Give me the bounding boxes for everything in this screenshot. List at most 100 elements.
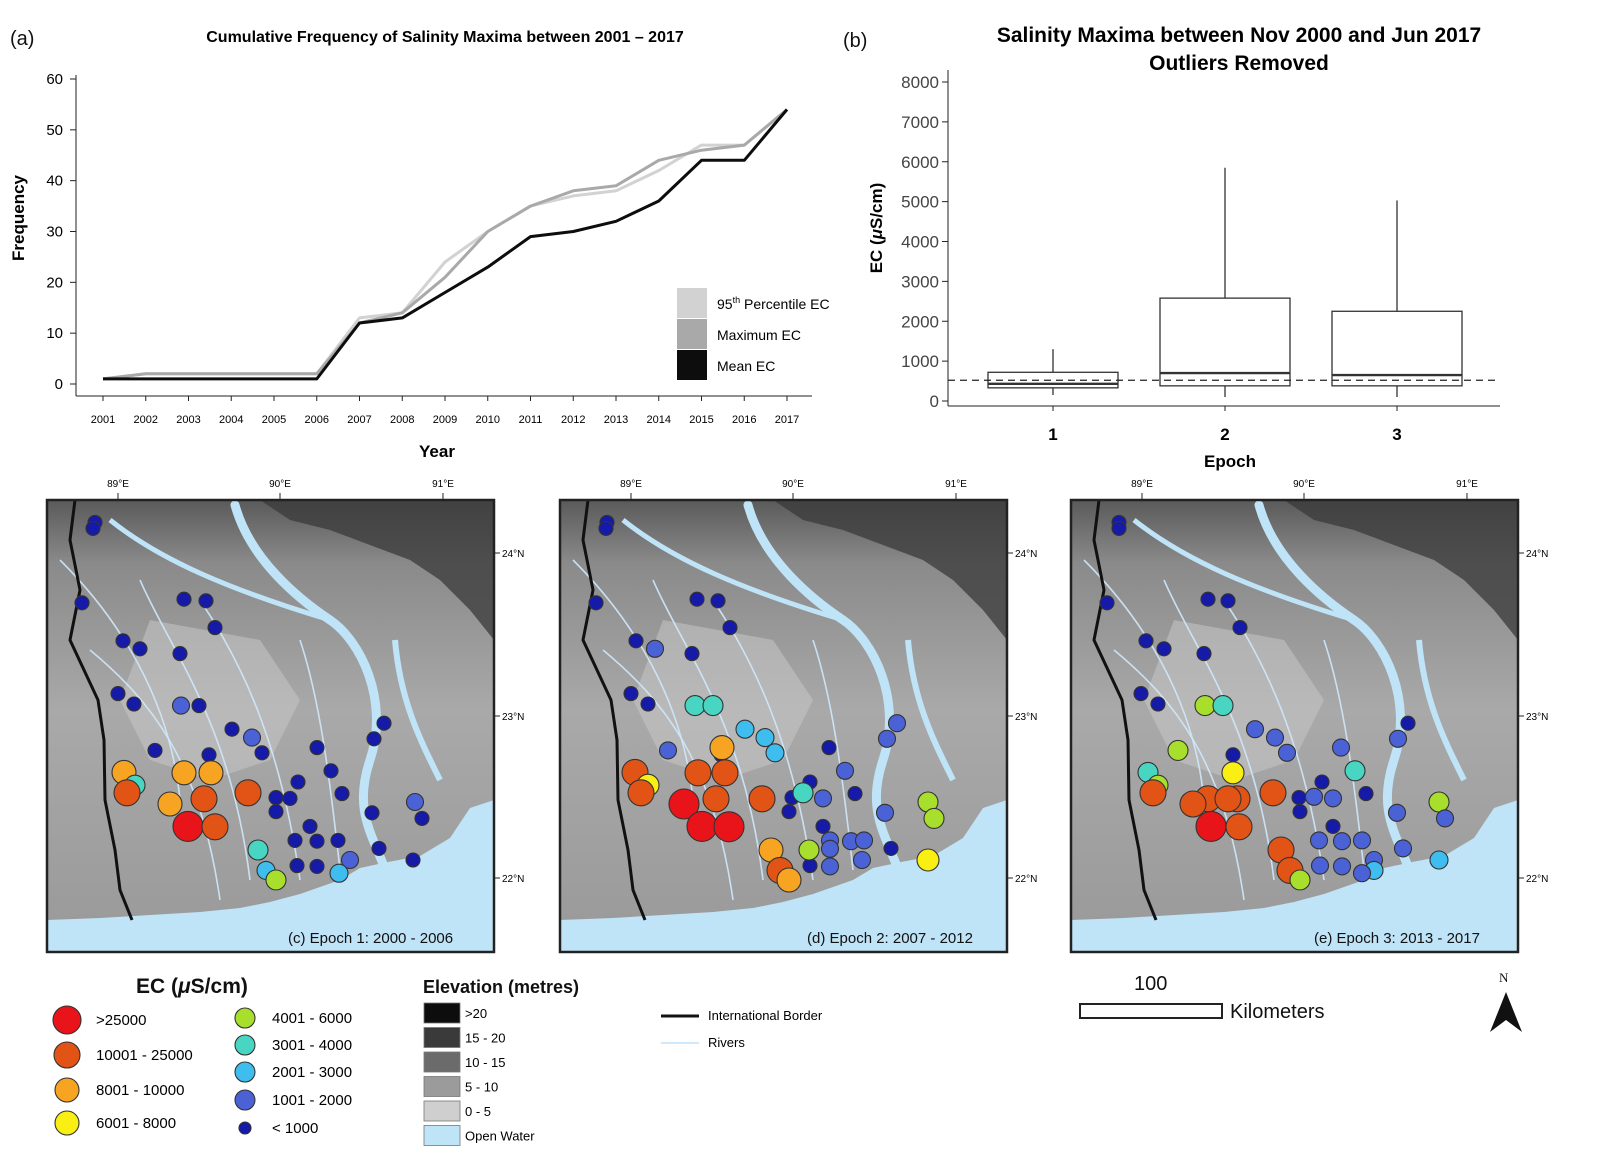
map-sample-point xyxy=(627,779,655,807)
map-river xyxy=(139,579,251,881)
map-sample-point xyxy=(1220,593,1236,609)
map-sample-point xyxy=(172,810,204,842)
map-sample-point xyxy=(329,863,349,883)
map-lat-label: 24°N xyxy=(502,549,524,560)
chart-a-xtick-label: 2013 xyxy=(604,414,628,426)
map-sample-point xyxy=(821,740,837,756)
map-sample-point xyxy=(1225,813,1253,841)
map-sample-point xyxy=(883,840,899,856)
map-river xyxy=(1083,559,1205,801)
map-sample-point xyxy=(1428,791,1450,813)
chart-b-xlabel: Epoch xyxy=(1204,452,1256,471)
chart-a-xtick-label: 2001 xyxy=(91,414,115,426)
chart-b-box-3 xyxy=(1331,310,1463,387)
ec-legend-title: EC (μS/cm) xyxy=(136,975,248,998)
chart-a-xtick-label: 2016 xyxy=(732,414,756,426)
map-sample-point xyxy=(776,867,802,893)
map-sample-point xyxy=(887,714,907,733)
ec-legend-label: 10001 - 25000 xyxy=(96,1047,193,1064)
ec-legend-symbol xyxy=(238,1121,252,1135)
elevation-legend-title: Elevation (metres) xyxy=(423,977,580,997)
map-river xyxy=(59,559,181,801)
map-sample-point xyxy=(1310,856,1330,875)
map-sample-point xyxy=(709,735,735,761)
map-sample-point xyxy=(147,742,163,758)
chart-a-xtick-label: 2012 xyxy=(561,414,585,426)
map-lat-label: 24°N xyxy=(1015,549,1037,560)
map-panel-1 xyxy=(47,500,494,952)
map-sample-point xyxy=(309,740,325,756)
chart-b-ytick-label: 3000 xyxy=(901,272,939,291)
chart-a-ytick-label: 0 xyxy=(55,376,63,393)
map-sample-point xyxy=(1393,839,1413,858)
ec-legend: >25000 10001 - 25000 8001 - 10000 6001 - 80… xyxy=(52,1005,352,1137)
map-sample-point xyxy=(376,715,392,731)
legend-label-95th-percentile: 95th Percentile EC xyxy=(717,295,830,312)
elevation-legend-swatch xyxy=(423,1002,461,1024)
map-sample-point xyxy=(1099,595,1115,611)
chart-a-xtick-label: 2014 xyxy=(647,414,671,426)
map-sample-point xyxy=(1225,747,1241,763)
map-sample-point xyxy=(916,848,940,872)
chart-a-series-maximum-ec xyxy=(102,108,788,381)
map-sample-point xyxy=(802,858,818,874)
map-sample-point xyxy=(414,810,430,826)
map-sample-point xyxy=(287,832,303,848)
map-lat-label: 23°N xyxy=(502,712,524,723)
map-river xyxy=(1132,518,1355,623)
map-sample-point xyxy=(923,807,945,829)
map-sample-point xyxy=(113,779,141,807)
map-sample-point xyxy=(85,520,101,536)
chart-a-xtick-label: 2006 xyxy=(305,414,329,426)
map-sample-point xyxy=(201,813,229,841)
map-sample-point xyxy=(713,811,745,843)
map-sample-point xyxy=(282,790,298,806)
ec-legend-symbol xyxy=(52,1005,82,1035)
map-sample-point xyxy=(268,804,284,820)
elevation-legend-label: >20 xyxy=(465,1006,487,1021)
ec-legend-label: 2001 - 3000 xyxy=(272,1064,352,1081)
map-sample-point xyxy=(242,728,262,747)
chart-b-box-2 xyxy=(1159,297,1291,387)
map-lon-label: 91°E xyxy=(945,479,967,490)
map-river xyxy=(1416,639,1467,782)
elevation-legend-label: 0 - 5 xyxy=(465,1104,491,1119)
chart-a-xtick-label: 2005 xyxy=(262,414,286,426)
chart-a-ytick-label: 40 xyxy=(46,173,63,190)
map-lon-label: 91°E xyxy=(432,479,454,490)
map-caption-epoch-3: (e) Epoch 3: 2013 - 2017 xyxy=(1314,930,1480,947)
chart-a-xtick-label: 2017 xyxy=(775,414,799,426)
map-sample-point xyxy=(366,731,382,747)
map-panel-2 xyxy=(560,500,1007,952)
map-sample-point xyxy=(115,633,131,649)
chart-a-ytick-label: 10 xyxy=(46,325,63,342)
map-sample-point xyxy=(854,831,874,850)
map-sample-point xyxy=(689,591,705,607)
map-sample-point xyxy=(1150,696,1166,712)
chart-a-xtick-label: 2015 xyxy=(689,414,713,426)
map-sample-point xyxy=(171,696,191,715)
chart-a-series-mean-ec xyxy=(103,108,789,381)
map-sample-point xyxy=(1212,695,1234,717)
chart-b-ytick-label: 2000 xyxy=(901,312,939,331)
map-sample-point xyxy=(371,840,387,856)
map-lon-label: 90°E xyxy=(1293,479,1315,490)
map-sample-point xyxy=(405,792,425,812)
chart-a-xlabel: Year xyxy=(419,442,455,461)
map-sample-point xyxy=(748,785,776,813)
map-sample-point xyxy=(847,786,863,802)
map-lat-label: 23°N xyxy=(1015,712,1037,723)
map-sample-point xyxy=(815,818,831,834)
map-sample-point xyxy=(588,595,604,611)
map-caption-epoch-1: (c) Epoch 1: 2000 - 2006 xyxy=(288,930,454,947)
map-sample-point xyxy=(765,743,785,763)
map-sample-point xyxy=(1323,789,1343,808)
elevation-legend-swatch xyxy=(423,1027,461,1048)
chart-a-title: Cumulative Frequency of Salinity Maxima … xyxy=(206,29,684,46)
legend-label-mean-ec: Mean EC xyxy=(717,358,775,374)
ec-legend-symbol xyxy=(234,1007,256,1029)
map-sample-point xyxy=(702,785,730,813)
map-sample-point xyxy=(1167,739,1189,761)
ec-legend-symbol xyxy=(234,1061,256,1083)
chart-a-ylabel: Frequency xyxy=(9,174,28,261)
